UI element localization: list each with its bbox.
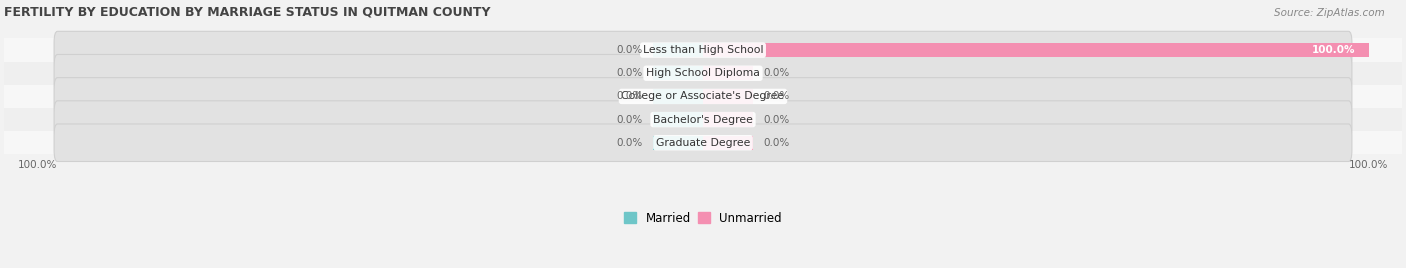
Bar <box>703 112 754 127</box>
Text: 0.0%: 0.0% <box>763 115 789 125</box>
Text: 0.0%: 0.0% <box>617 138 643 148</box>
Text: Graduate Degree: Graduate Degree <box>655 138 751 148</box>
Bar <box>652 112 703 127</box>
Bar <box>703 66 754 80</box>
Bar <box>4 39 1402 62</box>
Bar <box>703 43 1368 57</box>
Bar <box>652 89 703 104</box>
Text: High School Diploma: High School Diploma <box>647 68 759 78</box>
Text: 0.0%: 0.0% <box>763 68 789 78</box>
Bar <box>4 131 1402 154</box>
FancyBboxPatch shape <box>53 54 1353 92</box>
Text: Source: ZipAtlas.com: Source: ZipAtlas.com <box>1274 8 1385 18</box>
Bar <box>703 136 754 150</box>
Text: 0.0%: 0.0% <box>617 91 643 101</box>
Bar <box>4 108 1402 131</box>
FancyBboxPatch shape <box>53 124 1353 162</box>
Text: 0.0%: 0.0% <box>617 115 643 125</box>
Text: 0.0%: 0.0% <box>763 91 789 101</box>
Legend: Married, Unmarried: Married, Unmarried <box>620 207 786 229</box>
FancyBboxPatch shape <box>53 101 1353 138</box>
Text: Less than High School: Less than High School <box>643 45 763 55</box>
Text: Bachelor's Degree: Bachelor's Degree <box>652 115 754 125</box>
Text: College or Associate's Degree: College or Associate's Degree <box>621 91 785 101</box>
Text: 100.0%: 100.0% <box>1350 160 1389 170</box>
Text: 0.0%: 0.0% <box>617 45 643 55</box>
FancyBboxPatch shape <box>53 78 1353 115</box>
Text: 0.0%: 0.0% <box>763 138 789 148</box>
Text: 100.0%: 100.0% <box>1312 45 1355 55</box>
Bar <box>4 62 1402 85</box>
FancyBboxPatch shape <box>53 31 1353 69</box>
Bar <box>652 136 703 150</box>
Bar <box>652 66 703 80</box>
Bar <box>652 43 703 57</box>
Text: 100.0%: 100.0% <box>17 160 56 170</box>
Text: 0.0%: 0.0% <box>617 68 643 78</box>
Text: FERTILITY BY EDUCATION BY MARRIAGE STATUS IN QUITMAN COUNTY: FERTILITY BY EDUCATION BY MARRIAGE STATU… <box>4 6 491 19</box>
Bar <box>703 89 754 104</box>
Bar <box>4 85 1402 108</box>
